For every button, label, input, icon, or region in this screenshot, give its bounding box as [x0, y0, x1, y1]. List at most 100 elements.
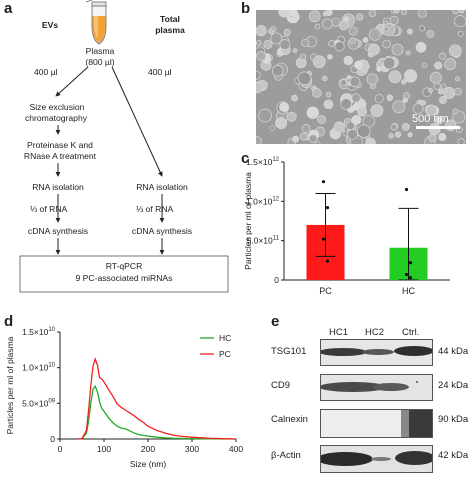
x-tick-label: 100 — [97, 444, 111, 454]
panel-label-e: e — [271, 313, 280, 330]
vesicle — [323, 99, 334, 110]
vesicle — [382, 39, 392, 49]
vesicle — [351, 93, 361, 103]
y-axis-label: Particles per ml of plasma — [243, 172, 253, 270]
vesicle — [421, 62, 428, 68]
bar-chart-particles: 0 5.0×1011 1.0×1012 1.5×1012 Particles per m… — [243, 157, 450, 296]
proteinase-step-2: RNase A treatment — [23, 151, 97, 161]
vesicle — [292, 48, 298, 54]
vesicle — [376, 66, 382, 72]
vesicle — [382, 56, 396, 70]
vesicle — [334, 41, 345, 52]
panel-label-b: b — [241, 0, 251, 17]
vesicle — [406, 28, 413, 35]
data-point — [321, 180, 326, 184]
data-point — [404, 187, 409, 192]
vesicle — [401, 122, 410, 131]
vesicle — [347, 129, 358, 140]
vesicle — [343, 55, 354, 66]
vesicle — [452, 108, 459, 115]
vesicle — [374, 94, 384, 104]
vesicle — [321, 18, 333, 30]
wb-protein-calnexin: Calnexin — [271, 414, 308, 425]
vesicle — [439, 52, 446, 60]
vesicle — [457, 138, 465, 144]
vesicle — [403, 69, 418, 83]
vesicle — [268, 28, 274, 35]
vesicle — [391, 43, 404, 56]
scale-bar — [416, 126, 460, 129]
vesicle — [365, 137, 376, 144]
rna-third-right: ⅓ of RNA — [136, 204, 174, 214]
series-line-hc — [77, 384, 237, 440]
vesicle — [343, 16, 350, 22]
vesicle — [451, 10, 460, 14]
vesicle — [263, 39, 273, 49]
vesicle — [349, 76, 361, 88]
plasma-label: Plasma — [85, 46, 115, 56]
wb-size-tsg101: 44 kDa — [438, 346, 469, 357]
vesicle — [352, 103, 360, 111]
vesicle — [325, 10, 333, 16]
vesicle — [428, 133, 437, 142]
proteinase-step-1: Proteinase K and — [27, 140, 93, 150]
y-tick-label: 1.5×1010 — [22, 327, 56, 337]
vesicle — [426, 30, 435, 38]
vesicle — [314, 23, 321, 30]
vesicle — [441, 83, 447, 89]
vesicle — [357, 106, 368, 117]
vesicle — [331, 17, 341, 27]
vesicle — [366, 73, 379, 85]
panel-label-a: a — [4, 0, 13, 17]
vesicle — [405, 50, 411, 56]
vesicle — [390, 123, 398, 131]
vesicle — [333, 121, 345, 133]
vesicle — [458, 10, 465, 14]
vesicle — [389, 15, 399, 25]
vesicle — [425, 104, 437, 116]
vesicle — [312, 88, 322, 98]
vesicle — [283, 28, 291, 36]
vesicle — [454, 15, 466, 28]
vesicle — [457, 30, 464, 37]
vesicle — [348, 26, 358, 36]
vesicle — [388, 133, 394, 139]
wb-col-hc1: HC1 — [329, 327, 349, 338]
vesicle — [402, 97, 408, 103]
rna-third-left: ⅓ of RNA — [30, 204, 68, 214]
evs-header: EVs — [41, 20, 59, 30]
vesicle — [433, 82, 441, 90]
vesicle — [392, 100, 406, 114]
vesicle — [269, 125, 275, 131]
x-tick-label: 300 — [185, 444, 199, 454]
vesicle — [256, 70, 261, 80]
vesicle — [306, 106, 320, 119]
vesicle — [297, 71, 312, 86]
y-tick-label: 0 — [274, 275, 279, 285]
vesicle — [401, 79, 407, 85]
vesicle — [357, 124, 371, 138]
plasma-tube-icon — [85, 0, 107, 45]
x-axis-label: Size (nm) — [130, 459, 167, 469]
vesicle — [448, 44, 462, 58]
vesicle — [279, 39, 291, 51]
wb-col-hc2: HC2 — [365, 327, 385, 338]
vesicle — [256, 40, 262, 46]
vesicle — [256, 81, 263, 94]
vesicle — [286, 111, 297, 122]
rtqpcr-label: RT-qPCR — [105, 261, 143, 271]
vesicle — [444, 58, 457, 71]
vesicle — [351, 114, 362, 125]
data-point — [325, 259, 330, 263]
vesicle — [388, 70, 402, 84]
data-point — [408, 276, 413, 280]
vesicle — [291, 94, 298, 102]
vesicle — [271, 65, 284, 77]
vesicle — [393, 10, 400, 14]
vesicle — [275, 117, 288, 130]
tem-micrograph: 500 nm — [256, 10, 466, 144]
vesicle — [340, 79, 347, 87]
vesicle — [362, 37, 369, 43]
vesicle — [407, 132, 413, 138]
y-tick-label: 5.0×1011 — [247, 236, 280, 246]
